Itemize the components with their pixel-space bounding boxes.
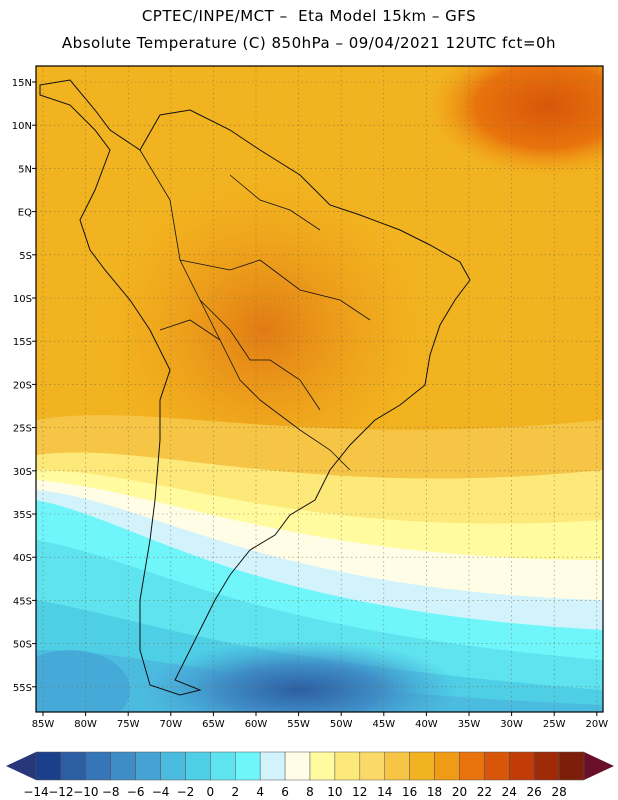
lon-label-35w: 35W (458, 719, 481, 730)
colorbar-swatch (284, 751, 311, 781)
colorbar-swatch (409, 751, 435, 781)
colorbar-label: −8 (102, 785, 120, 799)
lat-label-10s: 10S (13, 294, 32, 305)
colorbar-swatch (60, 751, 87, 781)
colorbar-label: −6 (127, 785, 145, 799)
lat-label-25s: 25S (13, 424, 32, 435)
colorbar-label: 26 (527, 785, 542, 799)
colorbar-label: 14 (377, 785, 392, 799)
colorbar-label: 24 (502, 785, 517, 799)
lat-label-15n: 15N (12, 78, 32, 89)
lat-label-55s: 55S (13, 683, 32, 694)
lat-label-30s: 30S (13, 467, 32, 478)
lon-label-75w: 75W (117, 719, 140, 730)
lon-label-70w: 70W (159, 719, 182, 730)
colorbar-swatch (484, 751, 510, 781)
colorbar-label: −10 (73, 785, 98, 799)
colorbar-label: 12 (352, 785, 367, 799)
colorbar-label: 8 (306, 785, 314, 799)
map-subtitle: Absolute Temperature (C) 850hPa – 09/04/… (61, 34, 557, 52)
plot-frame (35, 65, 604, 713)
colorbar-swatch (85, 751, 111, 781)
colorbar-label: −4 (152, 785, 170, 799)
temperature-field (36, 66, 603, 712)
latitude-labels: 15N 10N 5N EQ 5S 10S 15S 20S 25S 30S 35S 40S 45S 50S 5… (12, 78, 36, 694)
colorbar-swatch (259, 751, 286, 781)
colorbar-swatch (110, 751, 136, 781)
colorbar-swatch (509, 751, 535, 781)
colorbar-swatch (185, 751, 211, 781)
colorbar-label: 20 (452, 785, 467, 799)
lat-label-40s: 40S (13, 553, 32, 564)
lon-label-40w: 40W (415, 719, 438, 730)
lon-label-25w: 25W (543, 719, 566, 730)
colorbar-swatch (35, 751, 62, 781)
colorbar-label: 16 (402, 785, 417, 799)
colorbar-label: 22 (477, 785, 492, 799)
colorbar-label: 4 (256, 785, 264, 799)
graticule (36, 66, 603, 712)
lon-label-80w: 80W (74, 719, 97, 730)
lat-label-5s: 5S (19, 251, 32, 262)
colorbar-label: 10 (327, 785, 342, 799)
colorbar: −14 −12 −10 −8 −6 −4 −2 0 2 4 6 8 10 12 14 16 18 20 22 24 26… (6, 751, 614, 799)
lon-label-45w: 45W (372, 719, 395, 730)
lat-label-45s: 45S (13, 596, 32, 607)
colorbar-label: −2 (177, 785, 195, 799)
lon-label-20w: 20W (585, 719, 608, 730)
lat-label-15s: 15S (13, 337, 32, 348)
colorbar-label: 0 (207, 785, 215, 799)
lon-label-50w: 50W (330, 719, 353, 730)
colorbar-swatch (309, 751, 336, 781)
colorbar-swatch (533, 751, 560, 781)
lat-label-35s: 35S (13, 510, 32, 521)
lat-label-10n: 10N (12, 121, 32, 132)
colorbar-label: 28 (551, 785, 566, 799)
lon-label-55w: 55W (287, 719, 310, 730)
colorbar-label: −12 (48, 785, 73, 799)
colorbar-swatch (459, 751, 485, 781)
colorbar-label: 2 (231, 785, 239, 799)
lon-label-85w: 85W (32, 719, 55, 730)
colorbar-label: −14 (23, 785, 48, 799)
colorbar-label: 6 (281, 785, 289, 799)
lat-label-50s: 50S (13, 640, 32, 651)
coastline (39, 79, 471, 696)
map-title: CPTEC/INPE/MCT – Eta Model 15km – GFS (141, 7, 477, 25)
lat-label-eq: EQ (18, 208, 32, 219)
colorbar-swatch (359, 751, 385, 781)
colorbar-swatch (334, 751, 361, 781)
lat-label-20s: 20S (13, 380, 32, 391)
colorbar-min-arrow (6, 752, 36, 780)
longitude-labels: 85W 80W 75W 70W 65W 60W 55W 50W 45W 40W 35W 30W 25W 2… (32, 712, 608, 730)
colorbar-swatch (558, 751, 585, 781)
colorbar-swatch (135, 751, 161, 781)
lat-label-5n: 5N (18, 164, 32, 175)
lon-label-30w: 30W (500, 719, 523, 730)
colorbar-swatch (160, 751, 186, 781)
colorbar-swatch (235, 751, 261, 781)
lon-label-60w: 60W (245, 719, 268, 730)
colorbar-max-arrow (584, 752, 614, 780)
colorbar-label: 18 (427, 785, 442, 799)
lon-label-65w: 65W (202, 719, 225, 730)
colorbar-swatch (434, 751, 460, 781)
country-borders (139, 149, 371, 471)
colorbar-swatch (384, 751, 410, 781)
colorbar-swatch (210, 751, 236, 781)
